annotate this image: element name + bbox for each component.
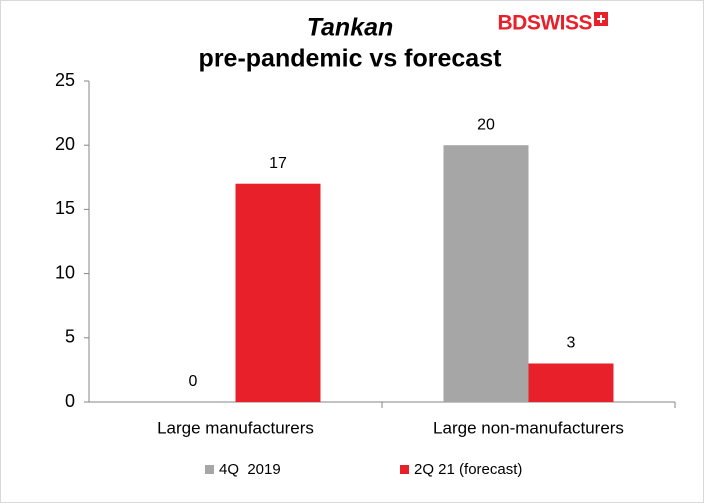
y-tick-label: 10 bbox=[55, 262, 75, 282]
x-tick-label: Large non-manufacturers bbox=[433, 418, 624, 437]
legend-label: 2Q 21 (forecast) bbox=[414, 461, 522, 478]
y-tick-label: 15 bbox=[55, 198, 75, 218]
legend-swatch bbox=[400, 465, 409, 474]
chart-subtitle: pre-pandemic vs forecast bbox=[199, 45, 503, 73]
logo: BDSWISS bbox=[497, 12, 592, 35]
logo-icon bbox=[594, 12, 608, 26]
bar bbox=[235, 183, 321, 402]
value-label: 0 bbox=[189, 373, 198, 390]
chart-title: Tankan bbox=[307, 14, 394, 42]
legend-label: 4Q 2019 bbox=[219, 461, 281, 478]
y-tick-label: 20 bbox=[55, 134, 75, 154]
value-label: 20 bbox=[477, 116, 495, 133]
y-tick-label: 0 bbox=[65, 391, 75, 411]
x-tick-label: Large manufacturers bbox=[157, 418, 314, 437]
value-label: 3 bbox=[567, 335, 576, 352]
y-tick-label: 25 bbox=[55, 70, 75, 90]
value-label: 17 bbox=[269, 155, 287, 172]
y-tick-label: 5 bbox=[65, 327, 75, 347]
legend-swatch bbox=[205, 465, 214, 474]
bar bbox=[528, 363, 614, 402]
bar bbox=[443, 145, 529, 402]
